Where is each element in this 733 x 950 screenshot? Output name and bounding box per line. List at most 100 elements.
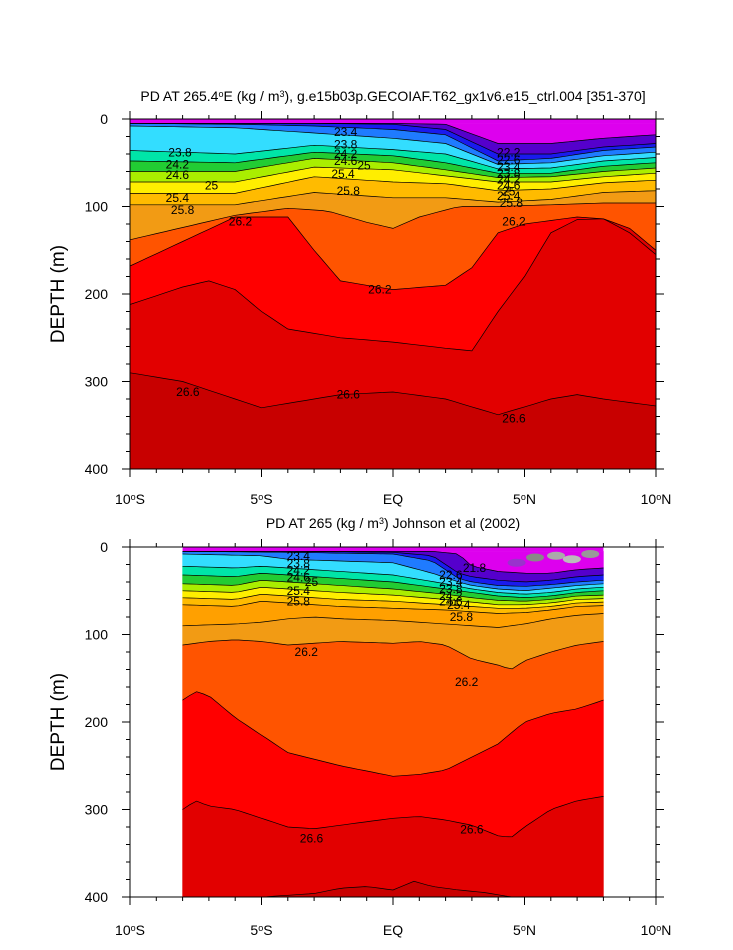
contour-label: 22.2 [497, 145, 521, 159]
contour-label: 22.6 [497, 153, 521, 167]
y-tick-label: 0 [100, 111, 108, 127]
contour-label: 26.6 [337, 388, 361, 402]
contour-line-27 [129, 218, 657, 352]
surface-layer [182, 547, 604, 552]
contour-label: 23.8 [168, 145, 192, 159]
contour-label: 26.6 [300, 831, 324, 845]
contour-line-21-8 [182, 551, 604, 583]
contour-line-26-2 [182, 691, 604, 777]
y-tick-label: 200 [85, 714, 109, 730]
y-tick-label: 300 [85, 802, 109, 818]
contour-label: 26.2 [455, 675, 479, 689]
contour-label: 26.6 [460, 823, 484, 837]
contour-line-25-4 [130, 176, 657, 194]
contour-label: 24.2 [166, 158, 190, 172]
chart-title: PD AT 265 (kg / m3) Johnson et al (2002) [266, 515, 520, 531]
contour-label: 25.4 [447, 598, 471, 612]
contour-label: 24.6 [334, 154, 358, 168]
contour-label: 26.2 [368, 283, 392, 297]
top-panel: 23.423.824.224.6 2525.425.823.824.224.625… [48, 88, 671, 507]
contour-label: 25 [305, 575, 319, 589]
contour-line-26-2 [129, 202, 656, 241]
speckle-mark [526, 553, 545, 562]
x-tick-label: EQ [383, 491, 403, 507]
y-tick-label: 200 [85, 286, 109, 302]
contour-label: 26.6 [502, 411, 526, 425]
contour-label: 25.8 [337, 184, 361, 198]
contour-line-26-6 [182, 796, 604, 838]
contour-label: 26.2 [502, 214, 526, 228]
speckle-mark [507, 558, 526, 567]
contour-label: 23.4 [334, 125, 358, 139]
contour-lines [129, 123, 657, 416]
y-axis-title: DEPTH (m) [48, 245, 69, 343]
contour-line-23-8 [129, 144, 657, 170]
contour-label: 21.8 [463, 561, 487, 575]
contour-label: 25.4 [166, 191, 190, 205]
chart-title: PD AT 265.4oE (kg / m3), g.e15b03p.GECOI… [140, 88, 645, 104]
speckle-mark [547, 551, 566, 560]
x-tick-label: 10oN [641, 922, 672, 938]
contour-label: 23.8 [334, 137, 358, 151]
contour-label: 24.6 [166, 168, 190, 182]
x-axis: 10oS 5oS EQ 5oN 10oN [115, 539, 671, 938]
contour-label: 25 [502, 185, 516, 199]
contour-label: 23.4 [497, 160, 521, 174]
contour-label: 23.4 [439, 575, 463, 589]
contour-line-27-4 [129, 372, 657, 416]
contour-line-24-6 [182, 594, 604, 609]
contour-label: 26.2 [295, 645, 319, 659]
contour-line-23-4 [182, 573, 604, 598]
contour-line-24-2 [182, 587, 604, 606]
x-tick-label: 5oN [513, 922, 536, 938]
contour-lines [182, 551, 604, 898]
contour-label: 24.6 [497, 179, 521, 193]
contour-label: 25.4 [497, 189, 521, 203]
contour-line-22-6 [130, 123, 657, 155]
contour-label: 25.8 [500, 196, 524, 210]
contour-line-23-8 [182, 580, 604, 602]
contour-labels: 23.423.824.224.62525.425.821.822.623.423… [287, 549, 487, 846]
contour-label: 26.6 [176, 385, 200, 399]
contour-line-24-2 [129, 151, 657, 174]
speckle-mark [562, 555, 581, 564]
contour-label: 24.6 [287, 571, 311, 585]
contour-line-26-6 [129, 216, 657, 290]
contour-label: 22.6 [439, 568, 463, 582]
contour-label: 23.8 [497, 166, 521, 180]
contour-line-25-8 [182, 639, 604, 670]
contour-label: 24.2 [334, 147, 358, 161]
x-tick-label: 10oS [115, 922, 145, 938]
contour-labels: 23.423.824.224.6 2525.425.823.824.224.625… [166, 125, 526, 425]
y-tick-label: 100 [85, 627, 109, 643]
surface-layer [130, 119, 656, 124]
contour-label: 23.8 [287, 557, 311, 571]
contour-label: 24.6 [439, 594, 463, 608]
contour-label: 26.2 [229, 214, 253, 228]
x-tick-label: 5oS [250, 491, 272, 507]
contour-label: 23.8 [439, 582, 463, 596]
y-tick-label: 100 [85, 199, 109, 215]
speckle-mark [581, 550, 600, 558]
y-tick-label: 400 [85, 889, 109, 905]
x-tick-label: 5oN [513, 491, 536, 507]
y-axis: 0 100 200 300 400 [85, 539, 664, 905]
contour-line-25 [182, 601, 604, 614]
y-tick-label: 400 [85, 461, 109, 477]
y-axis: 0 100 200 300 400 [85, 111, 664, 477]
contour-line-25-8 [130, 190, 657, 206]
contour-line-22-2 [182, 551, 604, 587]
contour-fills [182, 547, 604, 898]
y-axis-title: DEPTH (m) [48, 673, 69, 771]
contour-label: 24.2 [439, 589, 463, 603]
contour-label: 24.2 [287, 564, 311, 578]
contour-label: 25 [205, 179, 219, 193]
contour-label: 25 [357, 158, 371, 172]
contour-label: 25.8 [287, 594, 311, 608]
y-tick-label: 0 [100, 539, 108, 555]
x-tick-label: EQ [383, 922, 403, 938]
contour-line-22-6 [182, 553, 604, 591]
contour-line-23 [130, 123, 657, 162]
contour-line-23 [182, 565, 604, 595]
